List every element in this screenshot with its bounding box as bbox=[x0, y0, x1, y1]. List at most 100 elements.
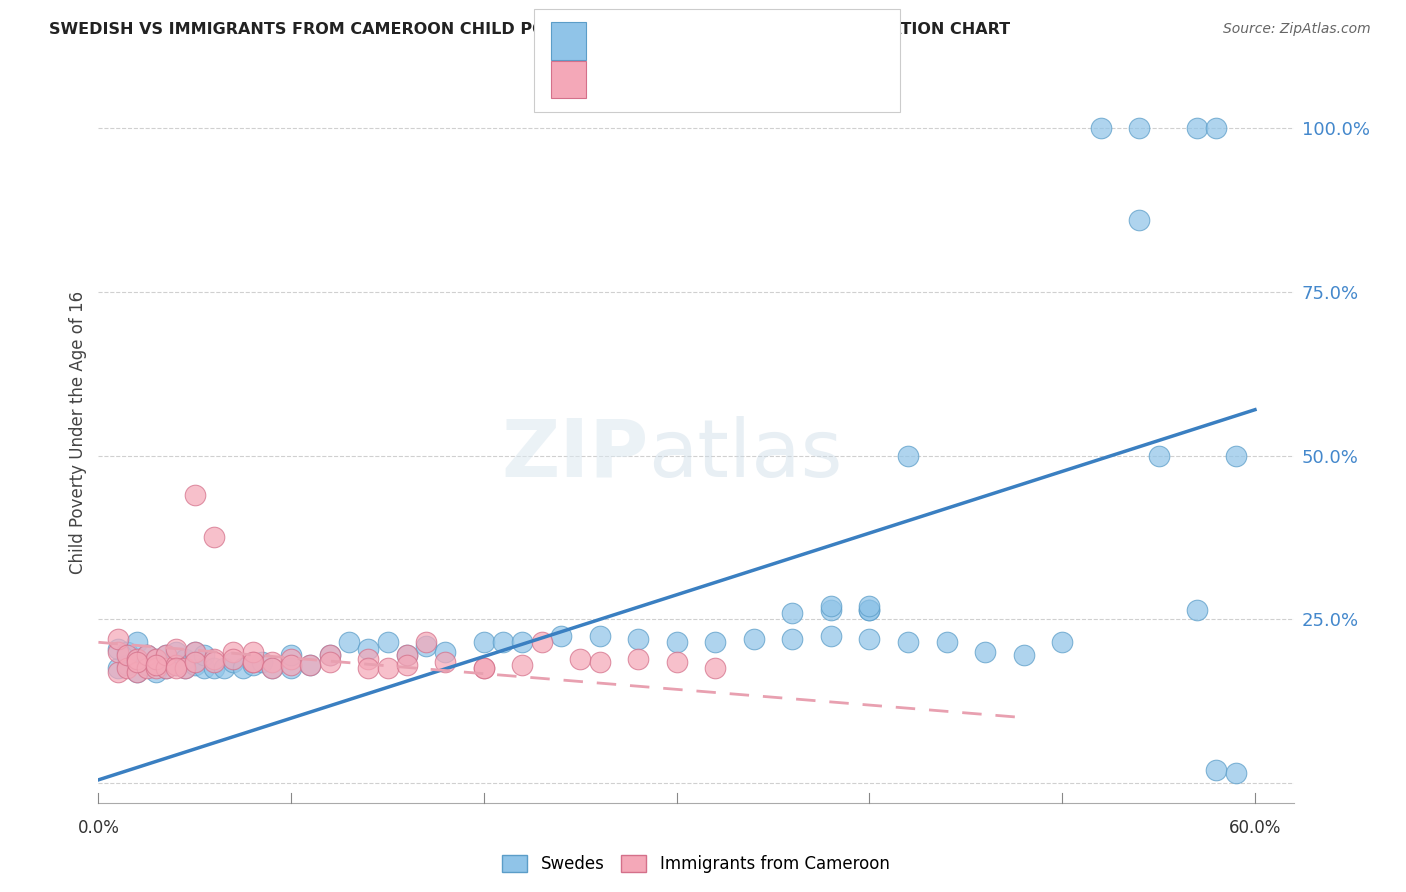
Point bbox=[1012, 648, 1035, 663]
Point bbox=[184, 658, 207, 673]
Point bbox=[125, 665, 148, 679]
Point bbox=[165, 661, 187, 675]
Point bbox=[174, 651, 197, 665]
Point bbox=[117, 645, 139, 659]
Point bbox=[299, 658, 322, 673]
Point bbox=[260, 655, 283, 669]
Point bbox=[434, 655, 457, 669]
Point bbox=[232, 661, 254, 675]
Text: 60.0%: 60.0% bbox=[1229, 819, 1281, 838]
Point bbox=[665, 655, 688, 669]
Y-axis label: Child Poverty Under the Age of 16: Child Poverty Under the Age of 16 bbox=[69, 291, 87, 574]
Point bbox=[858, 602, 880, 616]
Point bbox=[319, 648, 342, 663]
Point bbox=[472, 661, 495, 675]
Point bbox=[357, 641, 380, 656]
Point bbox=[858, 632, 880, 646]
Point bbox=[125, 655, 148, 669]
Point bbox=[222, 645, 245, 659]
Point bbox=[125, 651, 148, 665]
Point bbox=[155, 661, 177, 675]
Point bbox=[569, 651, 592, 665]
Point bbox=[337, 635, 360, 649]
Text: 0.0%: 0.0% bbox=[77, 819, 120, 838]
Text: atlas: atlas bbox=[648, 416, 842, 494]
Point bbox=[155, 661, 177, 675]
Point bbox=[184, 655, 207, 669]
Point bbox=[145, 651, 167, 665]
Point bbox=[117, 648, 139, 663]
Point bbox=[1147, 449, 1170, 463]
Text: SWEDISH VS IMMIGRANTS FROM CAMEROON CHILD POVERTY UNDER THE AGE OF 16 CORRELATIO: SWEDISH VS IMMIGRANTS FROM CAMEROON CHIL… bbox=[49, 22, 1011, 37]
Point bbox=[280, 661, 302, 675]
Point bbox=[472, 661, 495, 675]
Point bbox=[280, 648, 302, 663]
Point bbox=[242, 658, 264, 673]
Point bbox=[1205, 763, 1227, 777]
Point bbox=[1185, 120, 1208, 135]
Point bbox=[125, 665, 148, 679]
Point bbox=[377, 635, 399, 649]
Point bbox=[117, 661, 139, 675]
Point bbox=[242, 655, 264, 669]
Point bbox=[184, 488, 207, 502]
Point bbox=[1225, 766, 1247, 780]
Point bbox=[165, 658, 187, 673]
Point bbox=[135, 648, 157, 663]
Point bbox=[212, 661, 235, 675]
Point bbox=[319, 655, 342, 669]
Point bbox=[155, 648, 177, 663]
Point bbox=[165, 645, 187, 659]
Point bbox=[395, 648, 418, 663]
Point bbox=[165, 641, 187, 656]
Point bbox=[472, 635, 495, 649]
Point bbox=[665, 635, 688, 649]
Text: Source: ZipAtlas.com: Source: ZipAtlas.com bbox=[1223, 22, 1371, 37]
Point bbox=[550, 629, 572, 643]
Point bbox=[184, 645, 207, 659]
Point bbox=[145, 661, 167, 675]
Point bbox=[704, 635, 727, 649]
Text: R =  0.556: R = 0.556 bbox=[603, 22, 699, 40]
Point bbox=[107, 632, 129, 646]
Point bbox=[280, 658, 302, 673]
Point bbox=[588, 655, 610, 669]
Point bbox=[252, 655, 274, 669]
Point bbox=[222, 651, 245, 665]
Point bbox=[1050, 635, 1073, 649]
Point bbox=[135, 661, 157, 675]
Point bbox=[782, 606, 804, 620]
Point bbox=[357, 651, 380, 665]
Point bbox=[202, 655, 225, 669]
Point bbox=[1185, 602, 1208, 616]
Point bbox=[897, 635, 920, 649]
Point bbox=[1225, 449, 1247, 463]
Point bbox=[145, 665, 167, 679]
Point bbox=[1128, 212, 1150, 227]
Point bbox=[588, 629, 610, 643]
Point bbox=[858, 602, 880, 616]
Point bbox=[1205, 120, 1227, 135]
Point bbox=[202, 651, 225, 665]
Point bbox=[135, 648, 157, 663]
Point bbox=[1128, 120, 1150, 135]
Point bbox=[202, 661, 225, 675]
Point bbox=[260, 661, 283, 675]
Point bbox=[280, 651, 302, 665]
Point bbox=[202, 531, 225, 545]
Point bbox=[395, 648, 418, 663]
Point bbox=[1090, 120, 1112, 135]
Point bbox=[319, 648, 342, 663]
Point bbox=[242, 645, 264, 659]
Point bbox=[242, 655, 264, 669]
Point bbox=[820, 599, 842, 614]
Point bbox=[107, 645, 129, 659]
Text: N = 53: N = 53 bbox=[737, 61, 804, 78]
Point bbox=[512, 635, 534, 649]
Point bbox=[742, 632, 765, 646]
Point bbox=[222, 655, 245, 669]
Legend: Swedes, Immigrants from Cameroon: Swedes, Immigrants from Cameroon bbox=[496, 848, 896, 880]
Point bbox=[174, 661, 197, 675]
Point bbox=[135, 658, 157, 673]
Point bbox=[704, 661, 727, 675]
